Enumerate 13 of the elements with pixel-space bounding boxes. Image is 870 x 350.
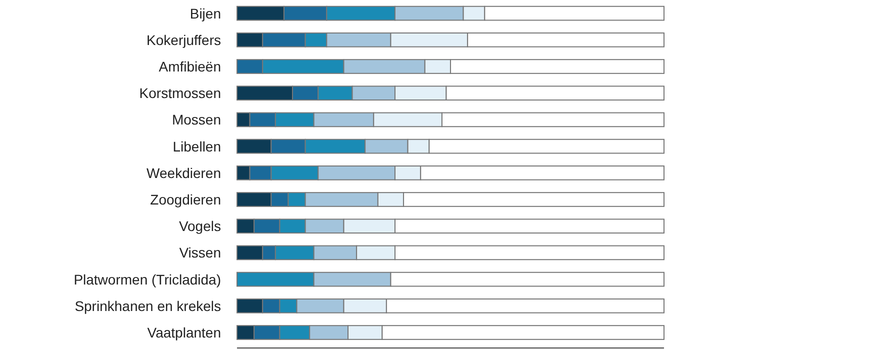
y-tick-label: Zoogdieren bbox=[150, 192, 221, 208]
y-tick-label: Amfibieën bbox=[158, 58, 221, 74]
y-tick-label: Korstmossen bbox=[139, 85, 221, 102]
y-tick-label: Libellen bbox=[172, 138, 221, 154]
y-tick-label: Sprinkhanen en krekels bbox=[74, 298, 221, 314]
y-tick-label: Kokerjuffers bbox=[146, 32, 221, 48]
y-tick-label: Platwormen (Tricladida) bbox=[74, 271, 221, 288]
y-tick-label: Vissen bbox=[179, 244, 221, 261]
y-tick-label: Vogels bbox=[178, 218, 221, 234]
y-tick-label: Vaatplanten bbox=[147, 324, 221, 340]
y-tick-label: Mossen bbox=[172, 112, 221, 128]
y-tick-label: Bijen bbox=[190, 5, 221, 22]
y-tick-label: Weekdieren bbox=[146, 164, 221, 181]
